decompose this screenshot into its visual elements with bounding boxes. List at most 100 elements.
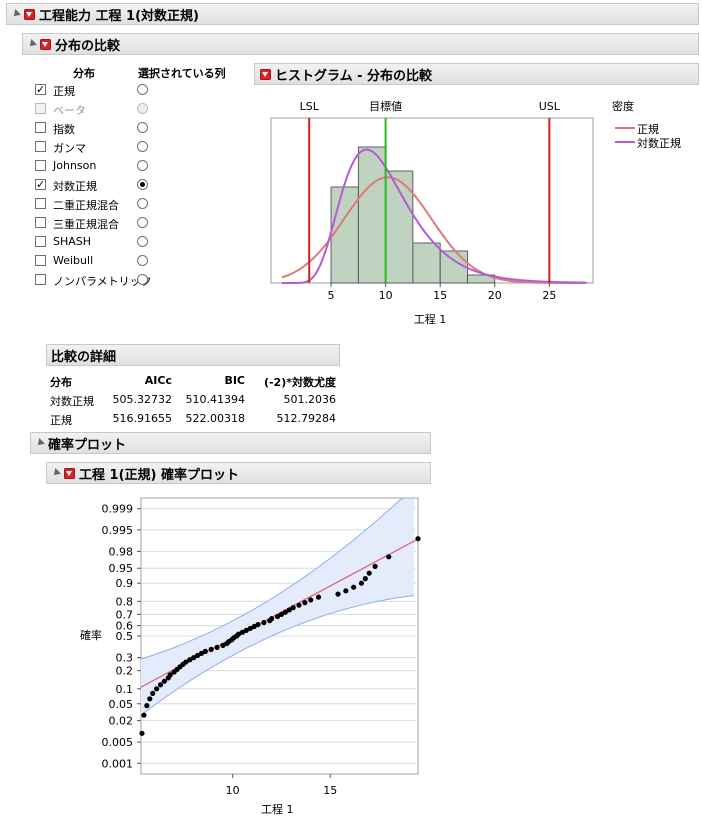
dist-radio[interactable] [137, 141, 148, 152]
dist-radio[interactable] [137, 255, 148, 266]
dist-checkbox[interactable] [35, 141, 46, 152]
confidence-band-upper [140, 497, 415, 660]
prob-section-title-bar[interactable]: 確率プロット [30, 432, 431, 454]
compare-title: 分布の比較 [55, 38, 121, 54]
dist-radio[interactable] [137, 217, 148, 228]
y-tick-label: 0.6 [116, 620, 134, 633]
dist-radio[interactable] [137, 274, 148, 285]
dist-column-header: 分布 [73, 67, 95, 80]
data-point [202, 648, 208, 654]
y-tick-label: 0.005 [102, 736, 134, 749]
dist-checkbox [35, 103, 46, 114]
prob-section-title: 確率プロット [48, 437, 127, 453]
dist-radio[interactable] [137, 198, 148, 209]
red-triangle-menu-icon[interactable] [260, 68, 271, 80]
x-tick-label: 15 [433, 289, 447, 302]
details-cell: 正規 [50, 414, 72, 427]
dist-label: ガンマ [53, 142, 86, 155]
details-title-bar[interactable]: 比較の詳細 [46, 344, 340, 366]
details-cell: 512.79284 [276, 412, 337, 425]
data-point [366, 570, 372, 576]
x-tick-label: 20 [488, 289, 502, 302]
dist-radio[interactable] [137, 179, 148, 190]
compare-title-bar[interactable]: 分布の比較 [22, 33, 699, 55]
dist-label: 三重正規混合 [53, 218, 119, 231]
histogram-bar [467, 274, 496, 284]
details-cell: 対数正規 [50, 395, 94, 408]
data-point [308, 597, 314, 603]
data-point [372, 563, 378, 569]
dist-checkbox[interactable] [35, 160, 46, 171]
data-point [161, 678, 168, 684]
dist-radio[interactable] [137, 236, 148, 247]
report-title-bar[interactable]: 工程能力 工程 1(対数正規) [6, 3, 699, 25]
dist-radio[interactable] [137, 122, 148, 133]
probability-plot: 0.001 0.005 0.02 0.05 0.1 0.20.3 0.50.60.70.8 0… [102, 497, 421, 797]
report-title: 工程能力 工程 1(対数正規) [39, 8, 199, 24]
data-point [191, 655, 197, 661]
x-tick-label: 5 [328, 289, 335, 302]
legend-title: 密度 [612, 100, 634, 113]
histogram-title-bar[interactable]: ヒストグラム - 分布の比較 [254, 63, 699, 85]
red-triangle-menu-icon[interactable] [64, 467, 75, 479]
details-header-loglik: (-2)*対数尤度 [263, 376, 336, 389]
dist-label: 対数正規 [53, 180, 97, 193]
y-tick-label: 0.7 [116, 608, 134, 621]
histogram-bar [412, 242, 441, 284]
red-triangle-menu-icon[interactable] [40, 38, 51, 50]
dist-checkbox[interactable] [35, 198, 46, 209]
details-cell: 505.32732 [112, 393, 173, 406]
data-point [269, 615, 275, 622]
details-header-dist: 分布 [50, 376, 72, 389]
disclosure-icon[interactable] [35, 438, 45, 448]
dist-checkbox[interactable] [35, 122, 46, 133]
prob-xlabel: 工程 1 [261, 803, 294, 816]
x-tick-label: 10 [379, 289, 393, 302]
prob-ylabel: 確率 [80, 629, 102, 642]
data-point [315, 594, 322, 600]
data-point [141, 712, 147, 718]
details-header-aicc: AICc [144, 374, 172, 387]
data-point [358, 580, 365, 586]
y-tick-label: 0.2 [116, 665, 134, 678]
data-point [415, 536, 421, 542]
data-point [278, 611, 285, 617]
lognormal-density-curve [281, 148, 587, 284]
dist-label: Johnson [53, 159, 97, 172]
dist-radio [137, 103, 148, 114]
data-point [290, 605, 296, 611]
y-tick-label: 0.05 [109, 698, 134, 711]
legend-label: 対数正規 [637, 137, 681, 150]
data-point [302, 600, 308, 606]
dist-label: 正規 [53, 85, 75, 98]
details-cell: 510.41394 [185, 393, 246, 406]
dist-radio[interactable] [137, 84, 148, 95]
data-point [150, 690, 156, 696]
dist-checkbox[interactable]: ✓ [35, 83, 46, 96]
selected-column-header: 選択されている列 [138, 67, 226, 80]
data-point [139, 730, 145, 736]
x-tick-label: 10 [226, 784, 240, 797]
dist-checkbox[interactable] [35, 217, 46, 228]
dist-checkbox[interactable] [35, 255, 46, 266]
details-cell: 522.00318 [185, 412, 246, 425]
red-triangle-menu-icon[interactable] [24, 8, 35, 20]
histogram-chart: LSL 目標値 USL 5 10 15 20 25 工程 1 [270, 99, 594, 326]
y-tick-label: 0.995 [102, 524, 134, 537]
legend-swatch-normal [615, 127, 635, 129]
dist-checkbox[interactable] [35, 236, 46, 247]
prob-title-bar[interactable]: 工程 1(正規) 確率プロット [46, 462, 431, 484]
data-point [255, 621, 261, 628]
data-point [282, 609, 288, 615]
y-tick-label: 0.9 [116, 577, 134, 590]
dist-checkbox[interactable]: ✓ [35, 178, 46, 191]
disclosure-icon[interactable] [51, 468, 61, 478]
dist-radio[interactable] [137, 160, 148, 171]
y-tick-label: 0.001 [102, 757, 134, 770]
usl-label: USL [539, 100, 561, 113]
data-point [274, 613, 281, 620]
y-tick-label: 0.1 [116, 683, 134, 696]
dist-checkbox[interactable] [35, 274, 46, 285]
data-point [154, 686, 160, 692]
histogram-xlabel: 工程 1 [414, 313, 447, 326]
